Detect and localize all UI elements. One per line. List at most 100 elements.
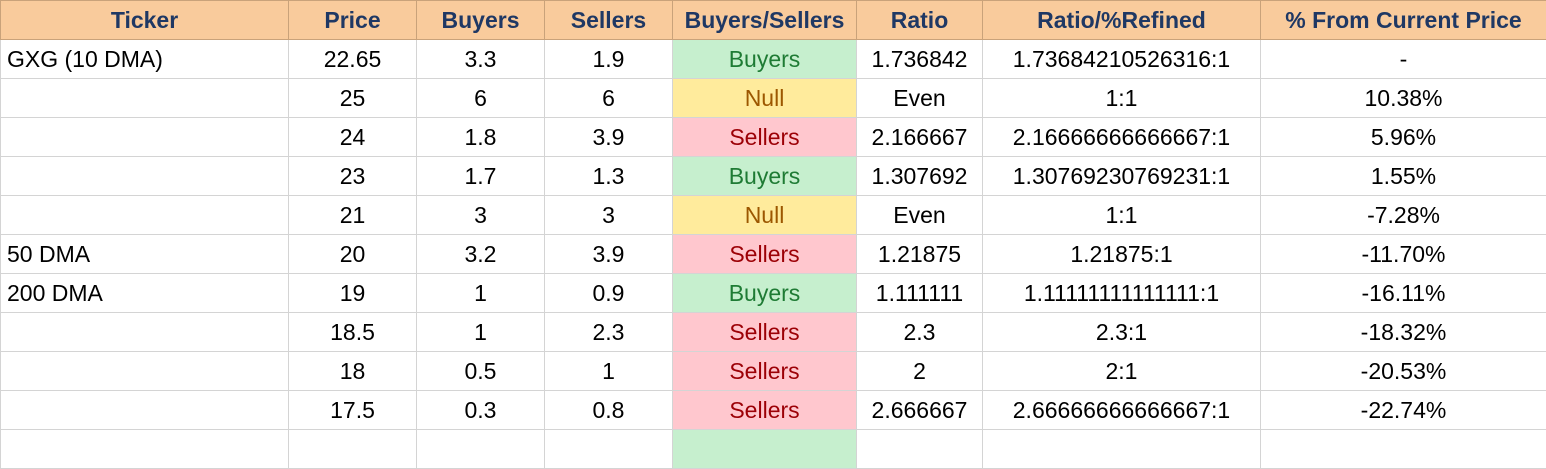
sellers-cell[interactable]: 3.9 [545, 118, 673, 157]
pct-from-current-cell[interactable]: -11.70% [1261, 235, 1546, 274]
buyers-cell[interactable]: 6 [417, 79, 545, 118]
ticker-cell[interactable] [1, 391, 289, 430]
signal-cell[interactable]: Buyers [673, 40, 857, 79]
ratio-refined-cell[interactable]: 1:1 [983, 196, 1261, 235]
header-buyers[interactable]: Buyers [417, 1, 545, 40]
signal-cell[interactable]: Buyers [673, 157, 857, 196]
ratio-cell[interactable]: Even [857, 79, 983, 118]
ticker-cell[interactable]: 200 DMA [1, 274, 289, 313]
signal-cell[interactable]: Sellers [673, 352, 857, 391]
ratio-cell[interactable]: 2.666667 [857, 391, 983, 430]
pct-from-current-cell[interactable]: -22.74% [1261, 391, 1546, 430]
pct-from-current-cell[interactable]: - [1261, 40, 1546, 79]
price-cell[interactable]: 21 [289, 196, 417, 235]
sellers-cell[interactable]: 2.3 [545, 313, 673, 352]
ratio-refined-cell[interactable]: 1.11111111111111:1 [983, 274, 1261, 313]
signal-cell[interactable]: Null [673, 196, 857, 235]
header-sellers[interactable]: Sellers [545, 1, 673, 40]
ticker-cell[interactable]: GXG (10 DMA) [1, 40, 289, 79]
ticker-cell[interactable] [1, 352, 289, 391]
price-cell[interactable]: 17.5 [289, 391, 417, 430]
buyers-cell[interactable]: 1 [417, 274, 545, 313]
ratio-cell[interactable]: 1.736842 [857, 40, 983, 79]
sellers-cell[interactable]: 3 [545, 196, 673, 235]
header-ticker[interactable]: Ticker [1, 1, 289, 40]
cell-partial[interactable] [1, 430, 289, 469]
price-cell[interactable]: 18 [289, 352, 417, 391]
ticker-cell[interactable] [1, 313, 289, 352]
ratio-refined-cell[interactable]: 2.16666666666667:1 [983, 118, 1261, 157]
buyers-cell[interactable]: 3 [417, 196, 545, 235]
ratio-refined-cell[interactable]: 2.66666666666667:1 [983, 391, 1261, 430]
buyers-cell[interactable]: 1.7 [417, 157, 545, 196]
pct-from-current-cell[interactable]: 10.38% [1261, 79, 1546, 118]
signal-cell[interactable]: Sellers [673, 235, 857, 274]
sellers-cell[interactable]: 1.3 [545, 157, 673, 196]
header-buyers-sellers[interactable]: Buyers/Sellers [673, 1, 857, 40]
cell-partial[interactable] [1261, 430, 1546, 469]
signal-cell[interactable]: Sellers [673, 391, 857, 430]
ratio-cell[interactable]: 1.111111 [857, 274, 983, 313]
ratio-refined-cell[interactable]: 2:1 [983, 352, 1261, 391]
ratio-cell[interactable]: 2.3 [857, 313, 983, 352]
pct-from-current-cell[interactable]: -20.53% [1261, 352, 1546, 391]
pct-from-current-cell[interactable]: 1.55% [1261, 157, 1546, 196]
ratio-cell[interactable]: 1.21875 [857, 235, 983, 274]
header-ratio[interactable]: Ratio [857, 1, 983, 40]
cell-partial[interactable] [289, 430, 417, 469]
ticker-cell[interactable] [1, 157, 289, 196]
header-price[interactable]: Price [289, 1, 417, 40]
price-cell[interactable]: 18.5 [289, 313, 417, 352]
sellers-cell[interactable]: 1 [545, 352, 673, 391]
signal-cell[interactable]: Sellers [673, 118, 857, 157]
cell-partial[interactable] [983, 430, 1261, 469]
ratio-cell[interactable]: Even [857, 196, 983, 235]
price-cell[interactable]: 24 [289, 118, 417, 157]
ratio-refined-cell[interactable]: 1.73684210526316:1 [983, 40, 1261, 79]
buyers-cell[interactable]: 0.3 [417, 391, 545, 430]
pct-from-current-cell[interactable]: -16.11% [1261, 274, 1546, 313]
pct-from-current-cell[interactable]: 5.96% [1261, 118, 1546, 157]
cell-partial[interactable] [545, 430, 673, 469]
price-cell[interactable]: 25 [289, 79, 417, 118]
price-cell[interactable]: 22.65 [289, 40, 417, 79]
ratio-cell[interactable]: 1.307692 [857, 157, 983, 196]
ratio-cell[interactable]: 2 [857, 352, 983, 391]
cell-partial[interactable] [417, 430, 545, 469]
header-pct-from-current[interactable]: % From Current Price [1261, 1, 1546, 40]
header-ratio-refined[interactable]: Ratio/%Refined [983, 1, 1261, 40]
pct-from-current-cell[interactable]: -7.28% [1261, 196, 1546, 235]
buyers-cell[interactable]: 3.2 [417, 235, 545, 274]
ticker-cell[interactable] [1, 79, 289, 118]
signal-cell[interactable]: Null [673, 79, 857, 118]
buyers-cell[interactable]: 1 [417, 313, 545, 352]
sellers-cell[interactable]: 0.9 [545, 274, 673, 313]
sellers-cell[interactable]: 3.9 [545, 235, 673, 274]
buyers-cell[interactable]: 3.3 [417, 40, 545, 79]
ratio-refined-cell[interactable]: 1.30769230769231:1 [983, 157, 1261, 196]
buyers-cell[interactable]: 0.5 [417, 352, 545, 391]
buyers-cell[interactable]: 1.8 [417, 118, 545, 157]
ratio-refined-cell[interactable]: 1.21875:1 [983, 235, 1261, 274]
ratio-refined-cell[interactable]: 1:1 [983, 79, 1261, 118]
price-cell[interactable]: 23 [289, 157, 417, 196]
signal-cell[interactable]: Sellers [673, 313, 857, 352]
ticker-cell[interactable]: 50 DMA [1, 235, 289, 274]
cell-partial[interactable] [673, 430, 857, 469]
ticker-cell[interactable] [1, 196, 289, 235]
sellers-cell[interactable]: 0.8 [545, 391, 673, 430]
sellers-cell[interactable]: 1.9 [545, 40, 673, 79]
sellers-cell[interactable]: 6 [545, 79, 673, 118]
signal-cell[interactable]: Buyers [673, 274, 857, 313]
pct-from-current-cell[interactable]: -18.32% [1261, 313, 1546, 352]
ratio-refined-cell[interactable]: 2.3:1 [983, 313, 1261, 352]
ratio-cell[interactable]: 2.166667 [857, 118, 983, 157]
ticker-cell[interactable] [1, 118, 289, 157]
price-cell[interactable]: 20 [289, 235, 417, 274]
price-cell[interactable]: 19 [289, 274, 417, 313]
cell-partial[interactable] [857, 430, 983, 469]
